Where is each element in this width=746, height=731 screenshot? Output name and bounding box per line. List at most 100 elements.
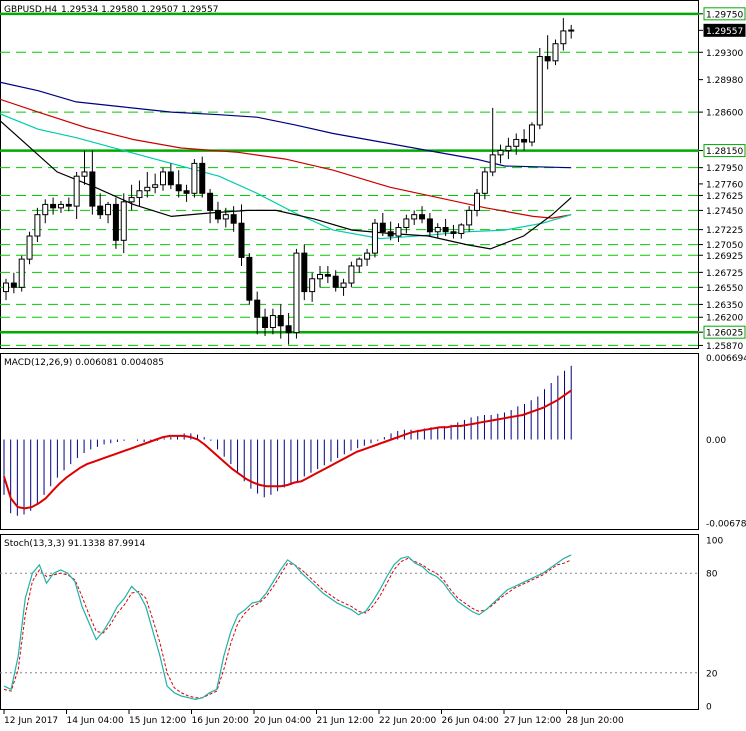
- candle: [57, 200, 64, 213]
- candle: [568, 24, 575, 39]
- time-axis-label: 26 Jun 04:00: [442, 716, 499, 726]
- candle: [560, 18, 567, 51]
- candle-body: [379, 222, 386, 233]
- candle-body: [450, 231, 457, 234]
- price-axis-tick: 1.26725: [699, 269, 743, 279]
- candle: [348, 261, 355, 288]
- candle: [152, 173, 159, 194]
- price-axis-label: 1.26200: [706, 314, 743, 324]
- candle-body: [521, 138, 528, 143]
- candle: [269, 308, 276, 335]
- ohlc-label: 1.29534 1.29580 1.29507 1.29557: [61, 5, 218, 15]
- candle-body: [34, 214, 41, 237]
- stoch-axis: 100 80 20 0: [706, 537, 723, 713]
- price-label-box: [703, 325, 746, 339]
- candle: [10, 272, 17, 294]
- price-axis-label: 1.27050: [706, 241, 743, 251]
- candle: [262, 308, 269, 337]
- price-axis-tick: 1.27950: [699, 164, 743, 174]
- price-axis-tick: 1.27625: [699, 192, 743, 202]
- candle-body: [50, 203, 57, 209]
- candle-body: [489, 154, 496, 173]
- candle: [419, 206, 426, 224]
- candle-body: [387, 231, 394, 237]
- candle: [552, 39, 559, 66]
- price-axis-label: 1.26350: [706, 301, 743, 311]
- price-pane: GBPUSD,H4 1.29534 1.29580 1.29507 1.2955…: [0, 0, 699, 349]
- price-axis-tick: 1.28600: [699, 109, 743, 119]
- candle: [285, 312, 292, 345]
- candle: [89, 150, 96, 215]
- candle-body: [167, 171, 174, 186]
- macd-pane-frame: [0, 353, 699, 530]
- symbol-label: GBPUSD,H4: [4, 5, 57, 15]
- stoch-axis-label: 20: [706, 669, 718, 679]
- candle-body: [348, 265, 355, 284]
- horizontal-levels: [0, 12, 699, 334]
- candle-body: [293, 252, 300, 334]
- candle: [544, 35, 551, 70]
- candle-body: [277, 315, 284, 327]
- candle-body: [246, 256, 253, 301]
- candle-body: [136, 190, 143, 199]
- candle-body: [536, 56, 543, 126]
- candle-body: [426, 218, 433, 233]
- candle-body: [301, 252, 308, 293]
- candle: [207, 189, 214, 224]
- candle: [293, 248, 300, 339]
- macd-pane: MACD(12,26,9) 0.006081 0.004085: [0, 353, 699, 530]
- candle-body: [317, 273, 323, 280]
- candle-body: [214, 209, 221, 220]
- candle-body: [65, 203, 72, 207]
- candle: [3, 278, 9, 301]
- candle: [73, 171, 80, 219]
- price-axis-label: 1.28600: [706, 109, 743, 119]
- candle-body: [144, 186, 151, 192]
- price-axis-label: 1.27225: [706, 226, 743, 236]
- candle-body: [411, 214, 418, 220]
- price-axis-tick: 1.27225: [699, 226, 743, 236]
- stoch-pane: Stoch(13,3,3) 91.1338 87.9914: [0, 534, 699, 710]
- candle: [144, 171, 151, 198]
- candle-body: [199, 162, 206, 194]
- price-axis-label: 1.29750: [706, 10, 743, 20]
- candle-body: [419, 214, 426, 220]
- stoch-pane-frame: [0, 534, 699, 710]
- candle: [309, 272, 316, 302]
- price-axis-label: 1.27760: [706, 180, 743, 190]
- candle: [403, 214, 410, 234]
- candle-body: [175, 184, 182, 192]
- price-axis-label: 1.27950: [706, 164, 743, 174]
- candle: [222, 207, 229, 228]
- macd-label: MACD(12,26,9) 0.006081 0.004085: [4, 358, 164, 368]
- candle: [199, 156, 206, 198]
- candle: [466, 206, 473, 232]
- candle: [528, 122, 535, 147]
- candle-body: [222, 214, 229, 220]
- candle-body: [560, 30, 567, 45]
- candle-body: [466, 209, 473, 226]
- price-axis-tick: 1.27450: [699, 207, 743, 217]
- macd-axis-label: 0.00: [706, 436, 726, 446]
- candle: [426, 212, 433, 237]
- candle: [230, 206, 237, 232]
- candle-body: [371, 222, 378, 254]
- price-axis-label: 1.26025: [706, 329, 743, 339]
- candle-body: [230, 214, 237, 224]
- candle: [191, 159, 198, 198]
- candle-body: [81, 171, 88, 177]
- price-axis-tick: 1.29557: [699, 23, 746, 37]
- stoch-lines: [3, 554, 572, 701]
- price-axis-label: 1.26925: [706, 252, 743, 262]
- candle-body: [183, 190, 190, 194]
- candle-body: [403, 218, 410, 228]
- candle: [489, 107, 496, 177]
- candle-body: [26, 235, 33, 260]
- candle-body: [254, 299, 261, 318]
- time-axis-label: 15 Jun 12:00: [129, 716, 186, 726]
- candle: [450, 224, 457, 239]
- candle: [120, 193, 127, 254]
- candle-body: [356, 258, 363, 267]
- candle-body: [120, 201, 127, 241]
- candle-body: [497, 150, 504, 156]
